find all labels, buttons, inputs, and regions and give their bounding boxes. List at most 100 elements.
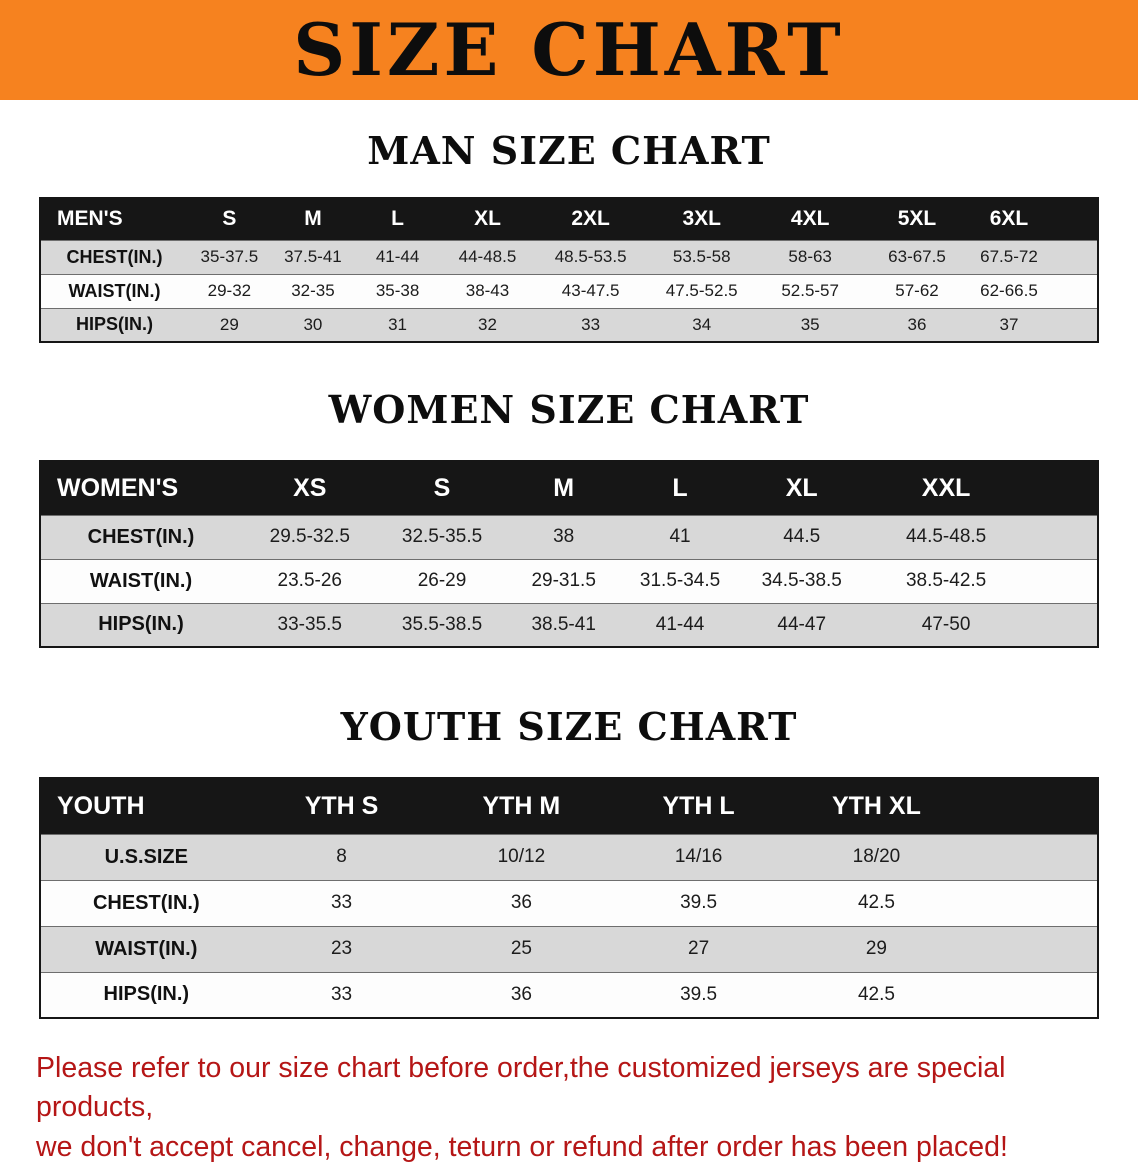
size-column-header: YTH S [251, 778, 432, 834]
size-value-cell: 29-32 [207, 281, 252, 300]
size-column-header: YTH L [611, 778, 786, 834]
size-column-header: M [270, 198, 356, 240]
size-column-header: 6XL [970, 198, 1098, 240]
size-value-cell: 62-66.5 [980, 281, 1038, 300]
size-value-cell: 30 [303, 314, 323, 334]
measurement-row: WAIST(IN.) 23.5-26 26-29 29-31.5 31.5-34.5 34… [40, 559, 1098, 603]
disclaimer-line-1: Please refer to our size chart before or… [36, 1052, 1006, 1124]
size-column-header: S [188, 198, 271, 240]
size-value-cell: 37 [999, 314, 1019, 334]
size-value-cell: 38-43 [465, 281, 510, 300]
size-value-cell: 63-67.5 [888, 247, 946, 266]
size-value-cell: 38 [553, 526, 575, 547]
size-value-cell: 41-44 [375, 247, 420, 266]
measurement-row: U.S.SIZE 8 10/12 14/16 18/20 [40, 834, 1098, 880]
size-value-cell: 29 [865, 938, 887, 959]
size-value-cell: 29 [219, 314, 239, 334]
size-value-cell: 35.5-38.5 [401, 613, 483, 635]
size-value-cell: 23.5-26 [277, 570, 342, 591]
size-value-cell: 41 [669, 526, 691, 547]
table-title-cell: WOMEN'S [40, 461, 242, 515]
size-value-cell: 53.5-58 [672, 247, 731, 266]
measurement-row: WAIST(IN.) 23 25 27 29 [40, 926, 1098, 972]
youth-size-table: YOUTH YTH S YTH M YTH L YTH XL U.S.SIZE 8 10/12… [39, 777, 1099, 1019]
size-value-cell: 44.5-48.5 [905, 526, 987, 547]
row-label: CHEST(IN.) [87, 525, 195, 548]
row-label: CHEST(IN.) [66, 246, 163, 267]
row-label: HIPS(IN.) [103, 983, 190, 1006]
size-value-cell: 42.5 [857, 892, 895, 913]
size-value-cell: 14/16 [674, 846, 723, 867]
size-value-cell: 39.5 [680, 892, 718, 913]
size-column-header: 3XL [646, 198, 758, 240]
size-column-header: M [505, 461, 622, 515]
men-section-heading: MAN SIZE CHART [367, 128, 771, 173]
row-label: U.S.SIZE [104, 845, 188, 868]
disclaimer-line-2: we don't accept cancel, change, teturn o… [36, 1130, 1008, 1163]
size-value-cell: 35-37.5 [200, 247, 259, 266]
size-column-header: 5XL [863, 198, 971, 240]
size-value-cell: 33 [581, 314, 601, 334]
size-value-cell: 35 [800, 314, 820, 334]
size-value-cell: 18/20 [852, 846, 901, 867]
size-value-cell: 34.5-38.5 [761, 570, 842, 591]
size-column-header: XXL [865, 461, 1098, 515]
row-label: CHEST(IN.) [92, 891, 200, 914]
size-value-cell: 31.5-34.5 [639, 570, 721, 591]
size-column-header: 2XL [535, 198, 647, 240]
header-row: YOUTH YTH S YTH M YTH L YTH XL [40, 778, 1098, 834]
size-value-cell: 29.5-32.5 [269, 526, 350, 547]
page-title: SIZE CHART [293, 7, 845, 92]
row-label: WAIST(IN.) [95, 937, 198, 960]
size-value-cell: 36 [510, 983, 532, 1005]
women-size-table: WOMEN'S XS S M L XL XXL CHEST(IN.) 29.5-32.5 32.5… [39, 460, 1099, 648]
size-column-header: XL [439, 198, 536, 240]
size-value-cell: 44-48.5 [458, 247, 517, 266]
size-column-header: S [378, 461, 506, 515]
size-column-header: 4XL [757, 198, 864, 240]
youth-section-heading: YOUTH SIZE CHART [340, 704, 798, 749]
size-column-header: YTH XL [785, 778, 1098, 834]
measurement-row: CHEST(IN.) 35-37.5 37.5-41 41-44 44-48.5 48.5… [40, 240, 1098, 274]
header-row: MEN'S S M L XL 2XL 3XL 4XL 5XL 6XL [40, 198, 1098, 240]
size-value-cell: 32-35 [291, 281, 335, 300]
size-value-cell: 29-31.5 [531, 570, 596, 591]
measurement-row: HIPS(IN.) 33-35.5 35.5-38.5 38.5-41 41-44 44-… [40, 603, 1098, 647]
table-title-cell: YOUTH [40, 778, 252, 834]
size-value-cell: 26-29 [417, 570, 467, 591]
measurement-row: CHEST(IN.) 29.5-32.5 32.5-35.5 38 41 44.5 44.5… [40, 515, 1098, 559]
row-label: WAIST(IN.) [68, 280, 161, 301]
size-value-cell: 36 [907, 314, 927, 334]
size-value-cell: 47.5-52.5 [665, 281, 738, 300]
size-column-header: YTH M [431, 778, 612, 834]
size-value-cell: 67.5-72 [980, 247, 1038, 266]
size-value-cell: 32 [478, 314, 497, 334]
size-value-cell: 39.5 [680, 983, 718, 1005]
size-value-cell: 27 [688, 938, 710, 959]
size-value-cell: 38.5-41 [531, 613, 596, 635]
row-label: HIPS(IN.) [76, 314, 154, 335]
size-column-header: XS [241, 461, 379, 515]
women-section-heading: WOMEN SIZE CHART [328, 387, 810, 432]
row-label: WAIST(IN.) [89, 569, 193, 592]
size-value-cell: 42.5 [857, 983, 895, 1005]
size-value-cell: 32.5-35.5 [401, 526, 483, 547]
size-column-header: XL [738, 461, 866, 515]
measurement-row: CHEST(IN.) 33 36 39.5 42.5 [40, 880, 1098, 926]
size-value-cell: 35-38 [375, 281, 420, 300]
size-value-cell: 52.5-57 [781, 281, 839, 300]
size-value-cell: 25 [510, 938, 532, 959]
header-row: WOMEN'S XS S M L XL XXL [40, 461, 1098, 515]
size-value-cell: 47-50 [921, 613, 971, 635]
size-value-cell: 8 [336, 846, 347, 867]
size-column-header: L [355, 198, 440, 240]
size-value-cell: 34 [692, 314, 712, 334]
size-value-cell: 58-63 [788, 247, 832, 266]
size-value-cell: 36 [510, 892, 532, 913]
size-column-header: L [621, 461, 739, 515]
table-title-cell: MEN'S [40, 198, 189, 240]
size-value-cell: 37.5-41 [284, 247, 342, 266]
size-value-cell: 10/12 [497, 846, 546, 867]
men-size-table: MEN'S S M L XL 2XL 3XL 4XL 5XL 6XL CHEST(IN.) 35-37… [39, 197, 1099, 343]
